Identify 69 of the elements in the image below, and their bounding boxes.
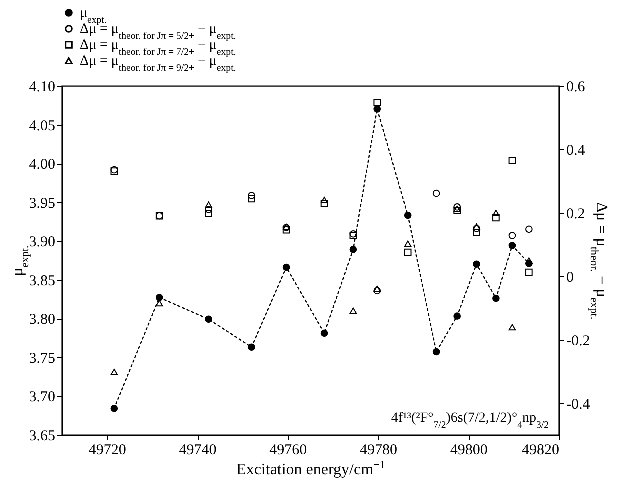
y2-tick-label: -0.4 (566, 396, 591, 413)
point (282, 264, 290, 272)
point (473, 260, 480, 268)
point (492, 214, 500, 222)
point (248, 344, 256, 352)
point (526, 268, 533, 276)
point (508, 232, 516, 240)
y2-tick-label: 0.4 (566, 142, 586, 159)
y-tick-label: 3.65 (29, 428, 56, 444)
point (492, 294, 500, 302)
y2-tick-label: 0.6 (566, 80, 586, 96)
point (205, 206, 213, 214)
point (404, 240, 412, 248)
x-tick-label: 49760 (270, 442, 308, 458)
point (508, 324, 516, 331)
point (526, 258, 533, 264)
point (248, 192, 256, 200)
point (205, 202, 213, 208)
point (404, 212, 412, 220)
point (473, 224, 480, 230)
point (350, 246, 358, 254)
point (320, 330, 328, 338)
y-tick-label: 3.80 (29, 312, 56, 328)
point (454, 312, 462, 320)
point (508, 157, 516, 165)
point (205, 210, 213, 218)
point (454, 204, 462, 211)
y2-tick-label: -0.2 (566, 333, 590, 350)
point (110, 368, 118, 376)
point (350, 308, 358, 314)
annotation: 4f¹³(²F°$_{7/2}$)6s(7/2,1/2)°$_{4}$np$_{3/2}$ (391, 411, 550, 430)
point (282, 226, 290, 234)
point (374, 286, 382, 292)
x-tick-label: 49740 (179, 442, 217, 458)
point (492, 210, 500, 216)
y-tick-label: 4.10 (29, 80, 56, 96)
point (473, 225, 480, 232)
point (454, 206, 462, 212)
y-tick-label: 3.95 (29, 196, 56, 212)
point (110, 404, 118, 412)
point (320, 200, 328, 208)
point (526, 226, 533, 234)
x-axis-title: Excitation energy/cm$^{−1}$ (236, 460, 386, 478)
point (248, 195, 256, 203)
point (404, 248, 412, 256)
x-tick-label: 49780 (360, 442, 398, 458)
point (156, 294, 164, 302)
x-tick-label: 49800 (450, 442, 488, 458)
point (473, 229, 480, 237)
point (432, 348, 440, 356)
y2-tick-label: 0 (566, 270, 574, 286)
y2-tick-label: 0.2 (566, 206, 586, 222)
y-tick-label: 3.70 (29, 390, 56, 406)
y-tick-label: 4.05 (29, 118, 56, 134)
x-tick-label: 49720 (88, 442, 126, 458)
point (320, 196, 328, 204)
point (508, 242, 516, 250)
point (374, 287, 382, 295)
y-tick-label: 4.00 (29, 157, 56, 174)
point (374, 99, 382, 106)
y-tick-label: 3.75 (29, 350, 56, 367)
point (432, 190, 440, 198)
x-tick-label: 49820 (522, 442, 560, 458)
y-tick-label: 3.85 (29, 273, 56, 290)
point (454, 207, 462, 214)
y-tick-label: 3.90 (29, 234, 56, 251)
point (205, 316, 213, 324)
point (156, 300, 164, 307)
point (374, 106, 382, 113)
